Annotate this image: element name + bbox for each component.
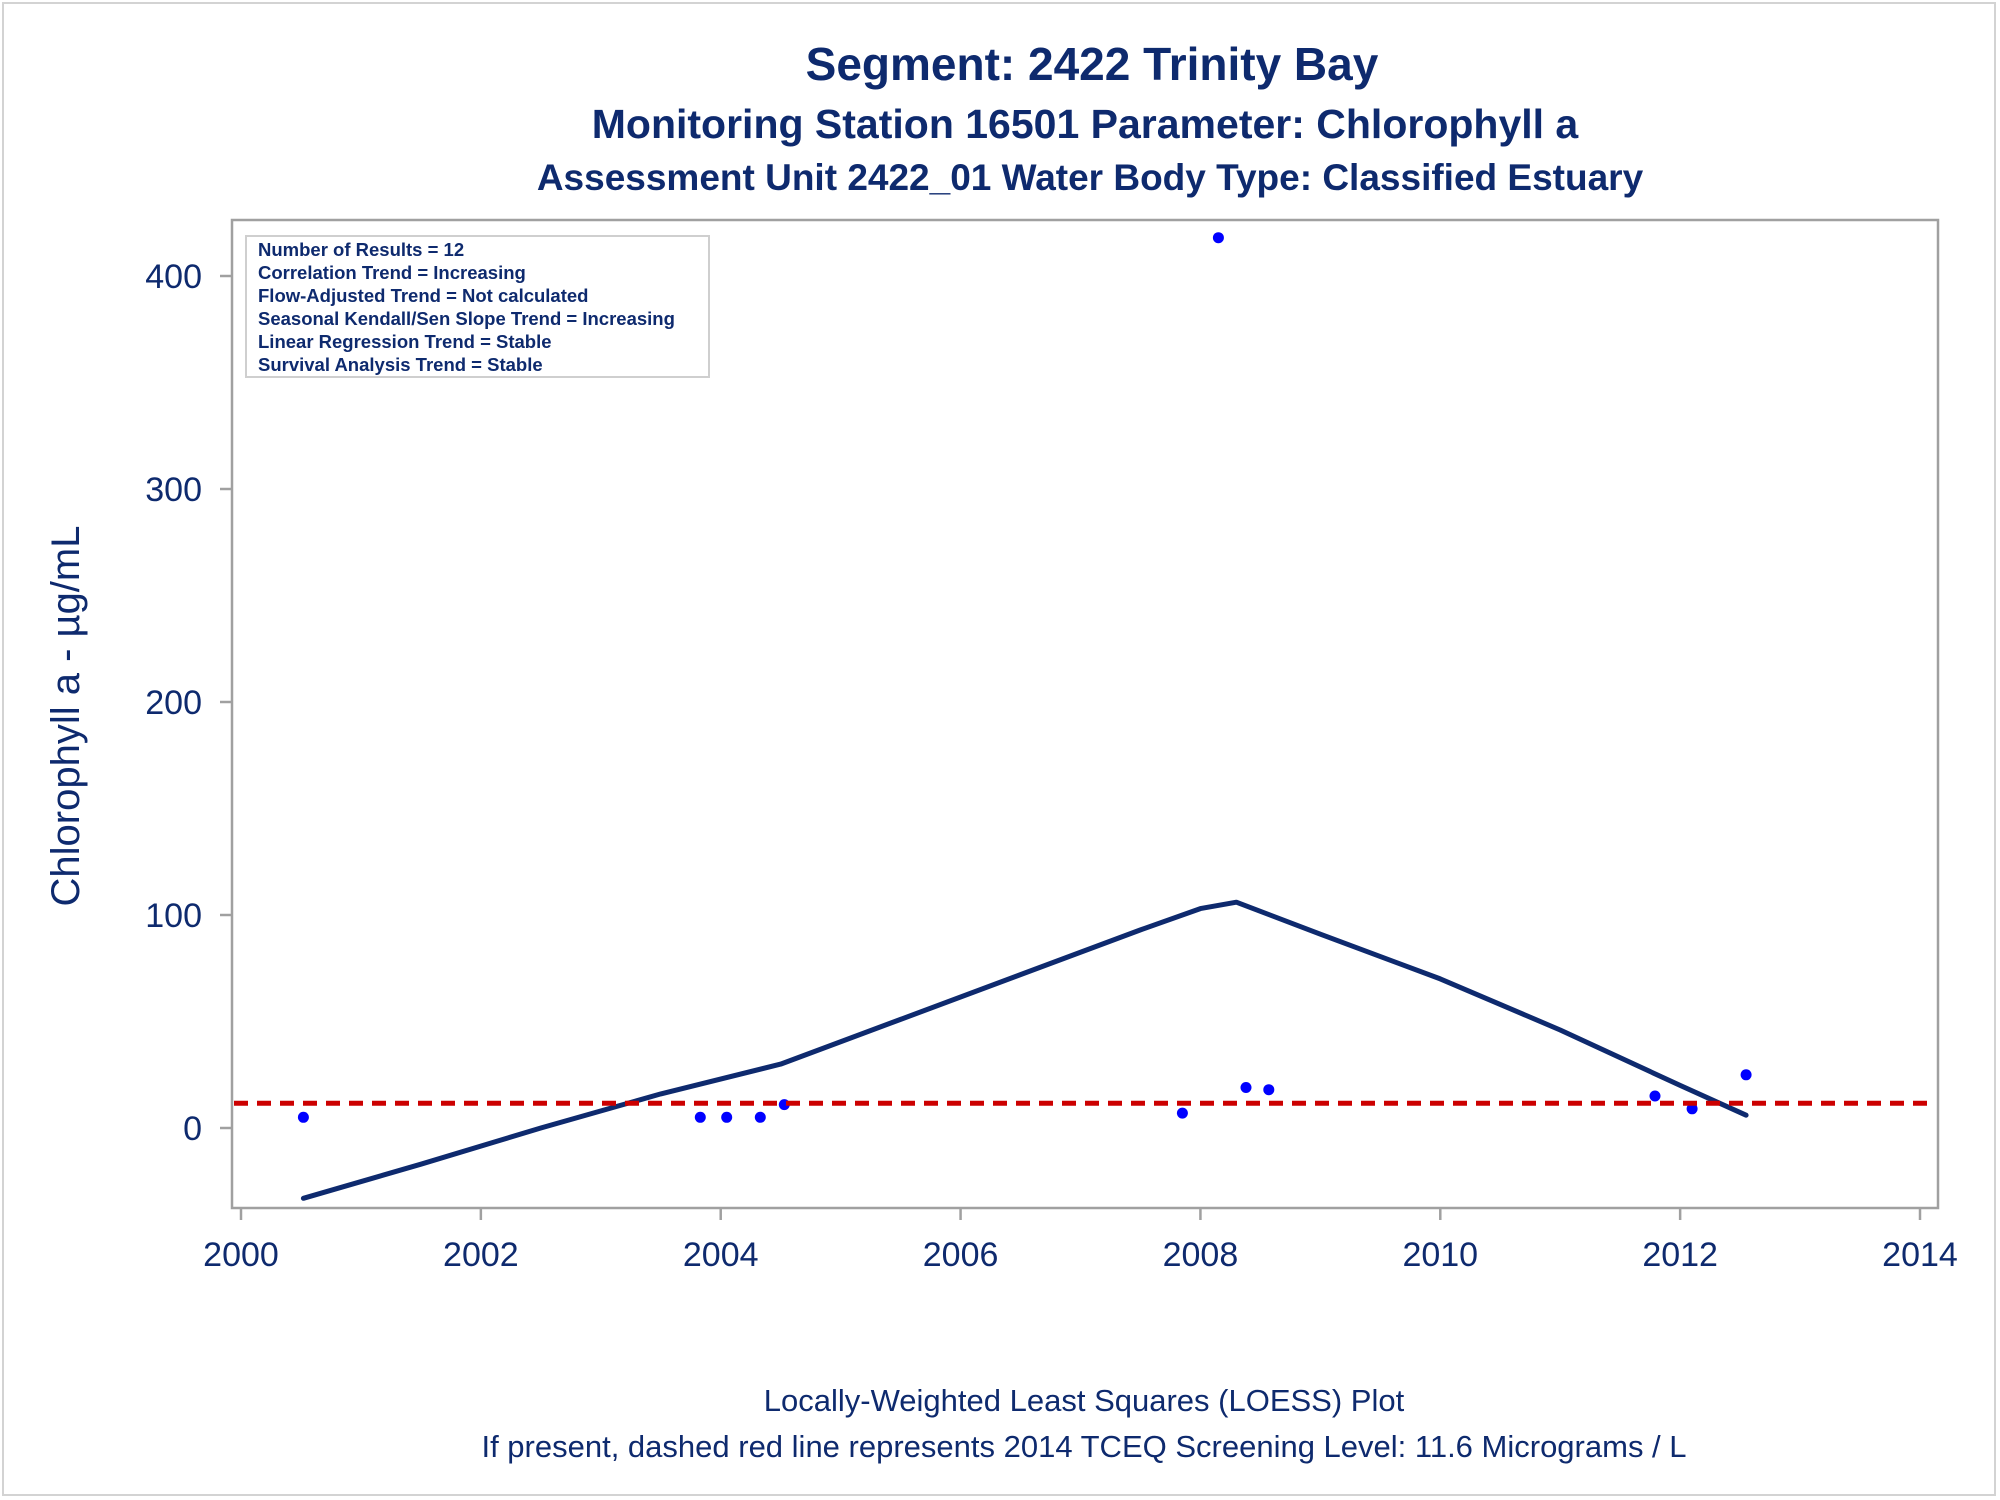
x-tick-label: 2012 [1642,1236,1718,1274]
x-tick-label: 2002 [443,1236,519,1274]
footnote-loess: Locally-Weighted Least Squares (LOESS) P… [764,1383,1405,1418]
y-tick-label: 100 [145,897,202,935]
stats-line-seasonal-kendall: Seasonal Kendall/Sen Slope Trend = Incre… [258,308,675,329]
y-axis-label: Chlorophyll a - µg/mL [44,526,88,907]
stats-inset-box [245,235,710,378]
stats-line-correlation: Correlation Trend = Increasing [258,262,526,283]
stats-line-results: Number of Results = 12 [258,239,464,260]
y-tick-label: 400 [145,258,202,296]
data-point [1176,1107,1188,1119]
data-point [1240,1082,1252,1093]
data-point [1740,1069,1752,1081]
data-point [694,1111,706,1123]
chart-subtitle-2: Assessment Unit 2422_01 Water Body Type:… [537,157,1644,198]
y-tick-label: 0 [183,1110,202,1148]
data-point [1686,1103,1698,1115]
data-point [1212,232,1224,244]
data-point [754,1111,766,1123]
x-tick-label: 2014 [1882,1236,1958,1274]
x-tick-label: 2008 [1163,1236,1239,1274]
y-tick-label: 300 [145,471,202,509]
stats-line-flow-adjusted: Flow-Adjusted Trend = Not calculated [258,285,588,306]
axes: 2000 2002 2004 2006 2008 2010 2012 2014 0 100 200 3… [145,258,1958,1274]
y-tick-label: 200 [145,684,202,722]
data-point [1649,1090,1661,1102]
chart-title: Segment: 2422 Trinity Bay [806,38,1379,90]
loess-line [300,899,1749,1201]
chart-subtitle: Monitoring Station 16501 Parameter: Chlo… [592,101,1580,147]
stats-line-linear-regression: Linear Regression Trend = Stable [258,331,552,352]
plot-area [230,218,1940,1210]
x-tick-label: 2006 [923,1236,999,1274]
x-tick-label: 2004 [683,1236,759,1274]
footnote-screening-level: If present, dashed red line represents 2… [481,1429,1686,1464]
x-tick-label: 2000 [203,1236,279,1274]
data-point [1263,1084,1275,1096]
stats-inset: Number of Results = 12 Correlation Trend… [245,235,710,378]
x-tick-label: 2010 [1402,1236,1478,1274]
data-point [721,1111,733,1123]
data-point [297,1111,309,1123]
plot-marks [234,232,1936,1201]
stats-line-survival-analysis: Survival Analysis Trend = Stable [258,354,543,375]
